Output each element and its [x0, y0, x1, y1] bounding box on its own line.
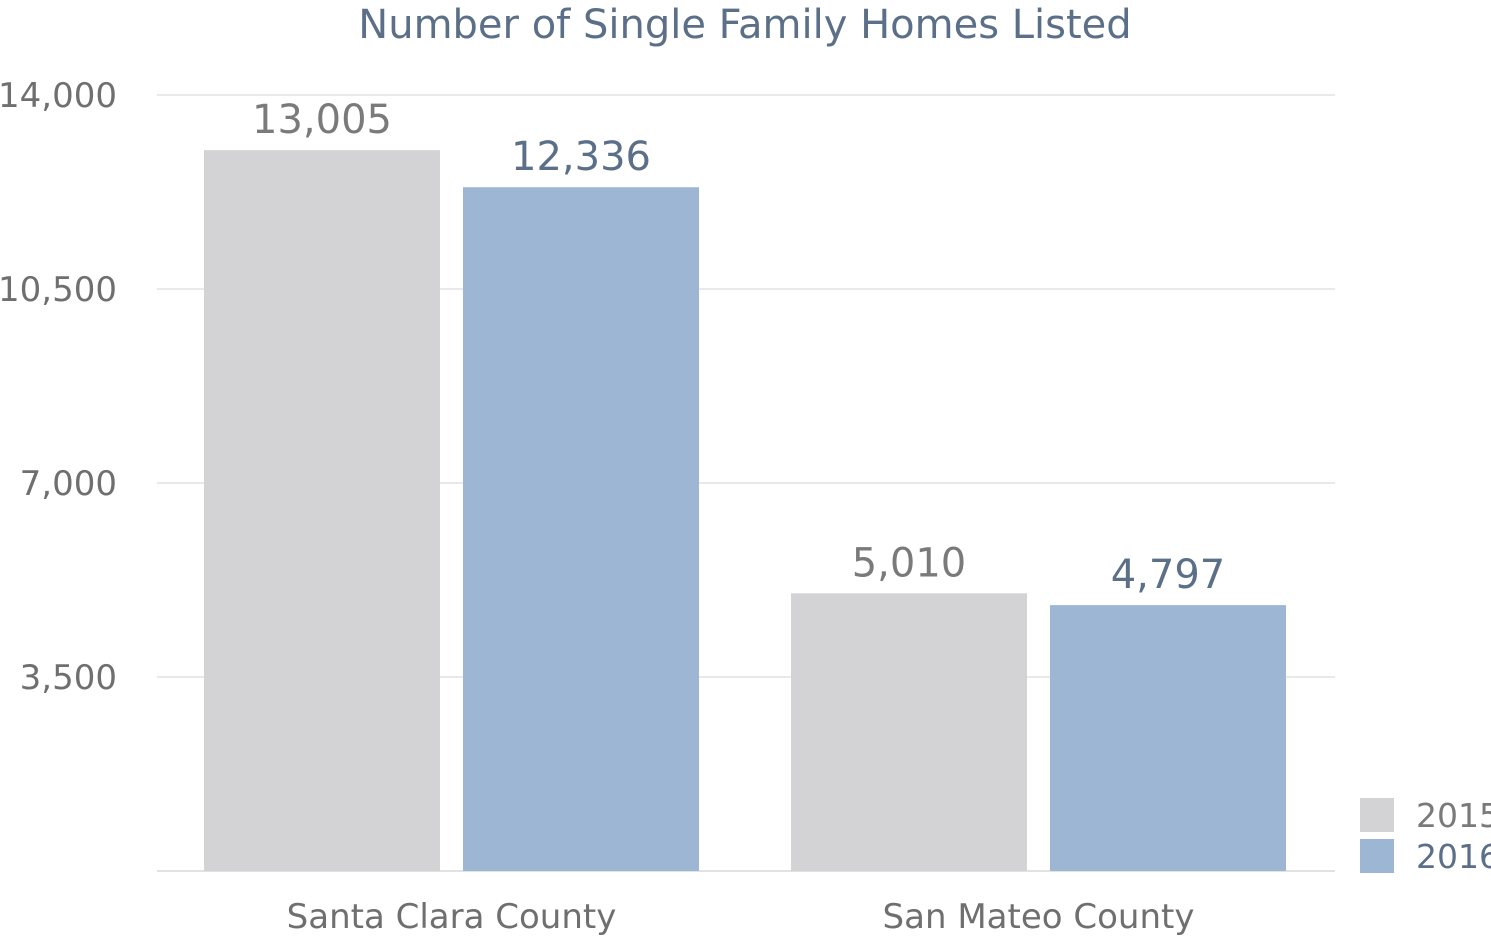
category-label: San Mateo County — [883, 897, 1195, 937]
data-label-2016-1: 12,336 — [511, 134, 651, 180]
category-label: Santa Clara County — [287, 897, 617, 937]
y-tick-label: 7,000 — [20, 464, 117, 504]
legend-label-2015: 2015 — [1416, 796, 1491, 835]
y-tick-label: 14,000 — [0, 76, 117, 116]
y-axis-tick-labels: 3,500 7,000 10,500 14,000 — [0, 76, 117, 698]
data-label-2016-2: 4,797 — [1111, 552, 1226, 598]
bar-2015-2 — [791, 593, 1027, 871]
bar-2016-2 — [1050, 605, 1286, 871]
bar-2016-1 — [463, 187, 699, 871]
y-tick-label: 3,500 — [20, 658, 117, 698]
chart-title: Number of Single Family Homes Listed — [358, 2, 1131, 48]
y-tick-label: 10,500 — [0, 270, 117, 310]
bars — [204, 150, 1286, 871]
legend-label-2016: 2016 — [1416, 837, 1491, 876]
legend-swatch-2016 — [1360, 839, 1394, 873]
legend-swatch-2015 — [1360, 798, 1394, 832]
x-axis-category-labels: Santa Clara County San Mateo County — [287, 897, 1195, 937]
data-labels: 13,005 12,336 5,010 4,797 — [252, 97, 1225, 598]
data-label-2015-1: 13,005 — [252, 97, 392, 143]
data-label-2015-2: 5,010 — [852, 540, 967, 586]
bar-2015-1 — [204, 150, 440, 871]
